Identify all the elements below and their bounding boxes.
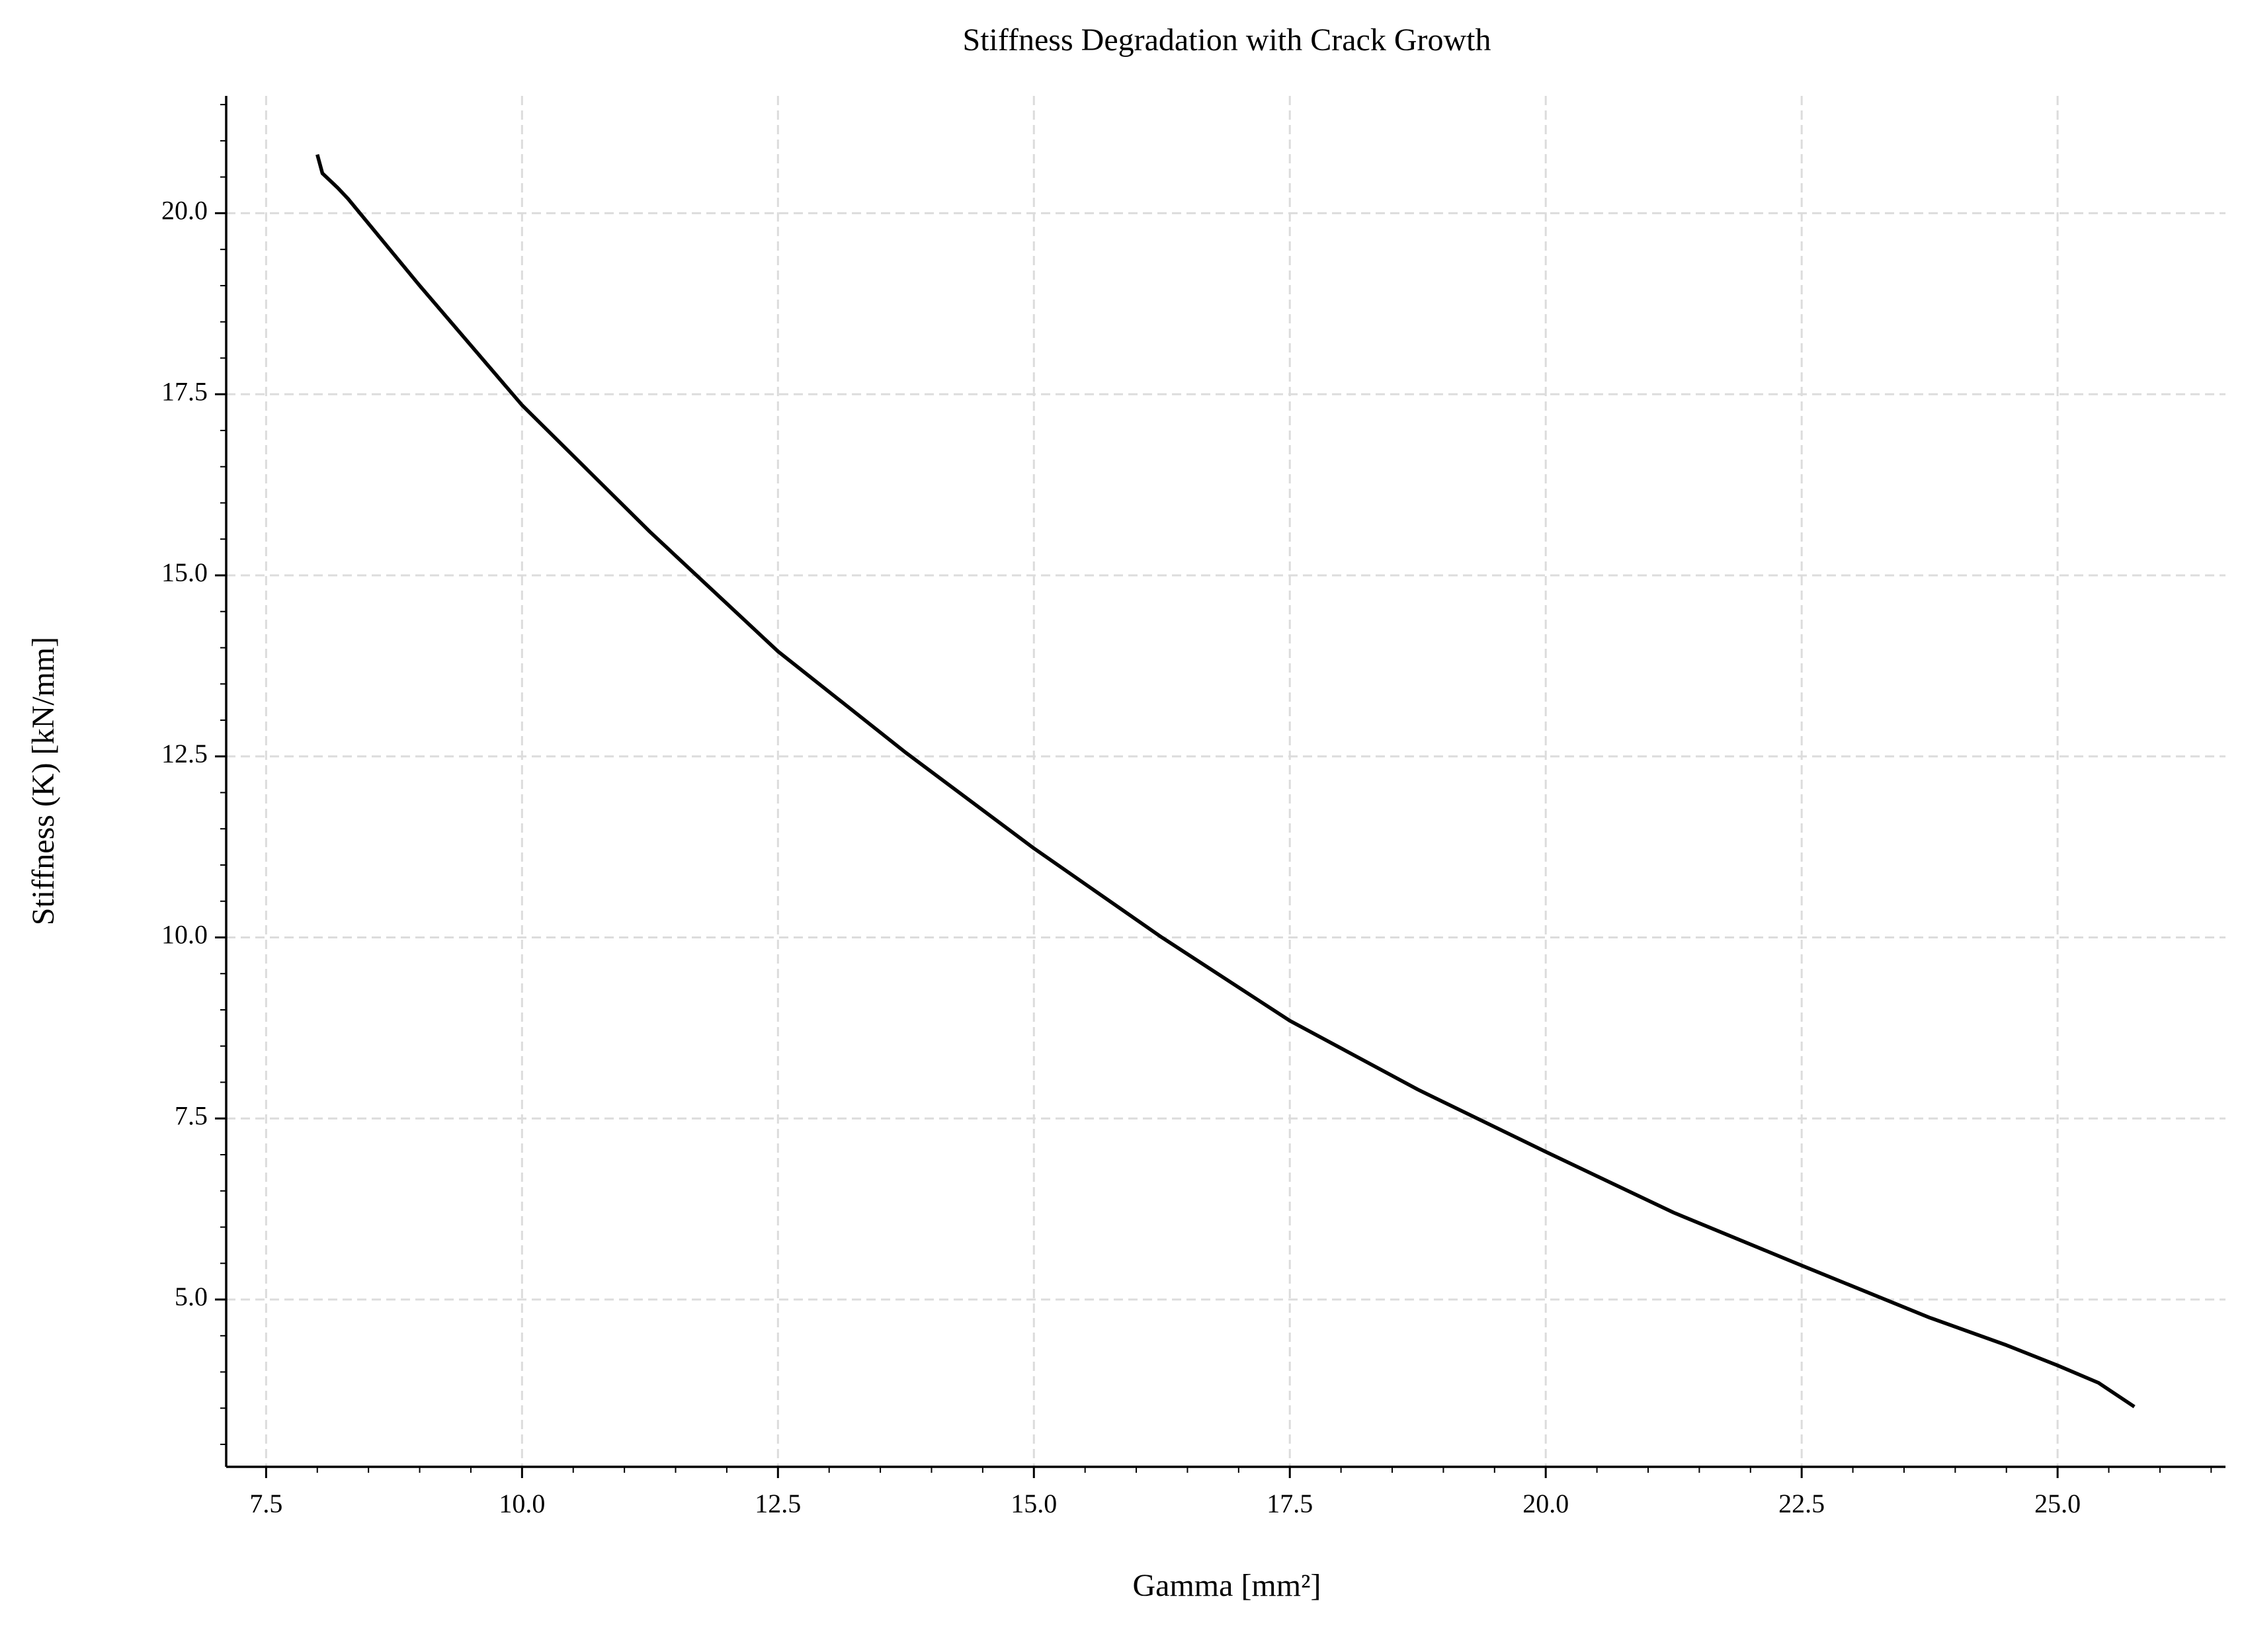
x-tick-label: 10.0 (499, 1489, 545, 1518)
data-line (315, 153, 2136, 1409)
y-tick-label: 5.0 (175, 1282, 208, 1311)
x-tick-label: 12.5 (755, 1489, 801, 1518)
x-tick-label: 17.5 (1267, 1489, 1313, 1518)
x-tick-label: 15.0 (1011, 1489, 1057, 1518)
x-axis-label: Gamma [mm²] (1133, 1568, 1321, 1603)
y-tick-label: 17.5 (161, 376, 208, 406)
y-tick-label: 10.0 (161, 920, 208, 950)
x-tick-label: 7.5 (249, 1489, 282, 1518)
x-tick-label: 22.5 (1778, 1489, 1825, 1518)
y-tick-label: 15.0 (161, 558, 208, 587)
x-tick-label: 25.0 (2034, 1489, 2081, 1518)
y-tick-label: 20.0 (161, 196, 208, 226)
x-tick-label: 20.0 (1522, 1489, 1569, 1518)
y-axis-label: Stiffness (K) [kN/mm] (26, 637, 61, 925)
y-tick-label: 12.5 (161, 739, 208, 768)
chart-title: Stiffness Degradation with Crack Growth (963, 22, 1491, 58)
y-tick-label: 7.5 (175, 1100, 208, 1130)
